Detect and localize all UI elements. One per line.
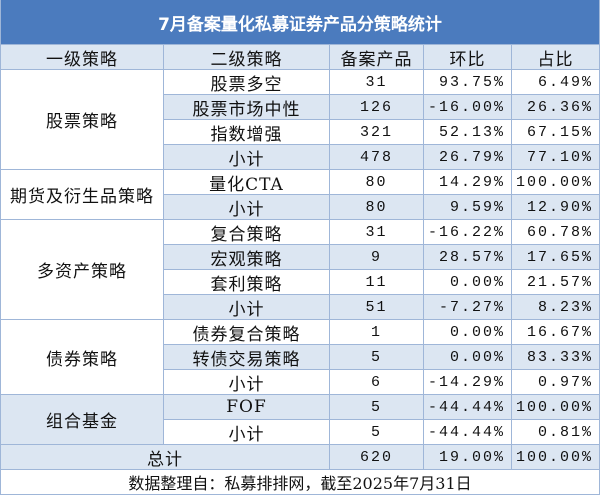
column-header-strategy: 二级策略	[164, 45, 330, 70]
count-cell: 31	[330, 220, 424, 245]
count-cell: 51	[330, 295, 424, 320]
total-label: 总计	[1, 445, 330, 470]
column-header-share: 占比	[512, 45, 600, 70]
share-cell: 60.78%	[512, 220, 600, 245]
count-cell: 9	[330, 245, 424, 270]
source-note: 数据整理自：私募排排网，截至2025年7月31日	[1, 470, 600, 495]
count-cell: 321	[330, 120, 424, 145]
share-cell: 83.33%	[512, 345, 600, 370]
mom-cell: -44.44%	[424, 420, 512, 445]
mom-cell: -14.29%	[424, 370, 512, 395]
column-header-mom: 环比	[424, 45, 512, 70]
count-cell: 80	[330, 195, 424, 220]
total-count: 620	[330, 445, 424, 470]
mom-cell: 9.59%	[424, 195, 512, 220]
share-cell: 8.23%	[512, 295, 600, 320]
strategy-cell: 指数增强	[164, 120, 330, 145]
mom-cell: 28.57%	[424, 245, 512, 270]
strategy-cell: 小计	[164, 195, 330, 220]
count-cell: 6	[330, 370, 424, 395]
strategy-cell: 股票多空	[164, 70, 330, 95]
mom-cell: -16.22%	[424, 220, 512, 245]
mom-cell: -16.00%	[424, 95, 512, 120]
category-cell: 债券策略	[1, 320, 164, 395]
mom-cell: 0.00%	[424, 320, 512, 345]
share-cell: 77.10%	[512, 145, 600, 170]
mom-cell: 14.29%	[424, 170, 512, 195]
total-share: 100.00%	[512, 445, 600, 470]
count-cell: 126	[330, 95, 424, 120]
mom-cell: -7.27%	[424, 295, 512, 320]
strategy-cell: 小计	[164, 370, 330, 395]
strategy-cell: FOF	[164, 395, 330, 420]
strategy-cell: 转债交易策略	[164, 345, 330, 370]
strategy-cell: 复合策略	[164, 220, 330, 245]
share-cell: 16.67%	[512, 320, 600, 345]
share-cell: 17.65%	[512, 245, 600, 270]
share-cell: 0.81%	[512, 420, 600, 445]
strategy-cell: 套利策略	[164, 270, 330, 295]
mom-cell: 26.79%	[424, 145, 512, 170]
share-cell: 67.15%	[512, 120, 600, 145]
strategy-cell: 小计	[164, 295, 330, 320]
share-cell: 100.00%	[512, 170, 600, 195]
column-header-count: 备案产品	[330, 45, 424, 70]
count-cell: 5	[330, 345, 424, 370]
mom-cell: 93.75%	[424, 70, 512, 95]
total-mom: 19.00%	[424, 445, 512, 470]
share-cell: 100.00%	[512, 395, 600, 420]
strategy-cell: 量化CTA	[164, 170, 330, 195]
category-cell: 多资产策略	[1, 220, 164, 320]
mom-cell: 0.00%	[424, 270, 512, 295]
strategy-cell: 债券复合策略	[164, 320, 330, 345]
count-cell: 478	[330, 145, 424, 170]
strategy-cell: 小计	[164, 420, 330, 445]
category-cell: 股票策略	[1, 70, 164, 170]
strategy-cell: 小计	[164, 145, 330, 170]
category-cell: 组合基金	[1, 395, 164, 445]
count-cell: 5	[330, 395, 424, 420]
share-cell: 6.49%	[512, 70, 600, 95]
table-title: 7月备案量化私募证券产品分策略统计	[1, 0, 600, 45]
mom-cell: 52.13%	[424, 120, 512, 145]
mom-cell: 0.00%	[424, 345, 512, 370]
count-cell: 31	[330, 70, 424, 95]
strategy-cell: 宏观策略	[164, 245, 330, 270]
share-cell: 21.57%	[512, 270, 600, 295]
strategy-cell: 股票市场中性	[164, 95, 330, 120]
share-cell: 0.97%	[512, 370, 600, 395]
category-cell: 期货及衍生品策略	[1, 170, 164, 220]
count-cell: 5	[330, 420, 424, 445]
count-cell: 11	[330, 270, 424, 295]
count-cell: 80	[330, 170, 424, 195]
share-cell: 12.90%	[512, 195, 600, 220]
mom-cell: -44.44%	[424, 395, 512, 420]
count-cell: 1	[330, 320, 424, 345]
share-cell: 26.36%	[512, 95, 600, 120]
column-header-category: 一级策略	[1, 45, 164, 70]
